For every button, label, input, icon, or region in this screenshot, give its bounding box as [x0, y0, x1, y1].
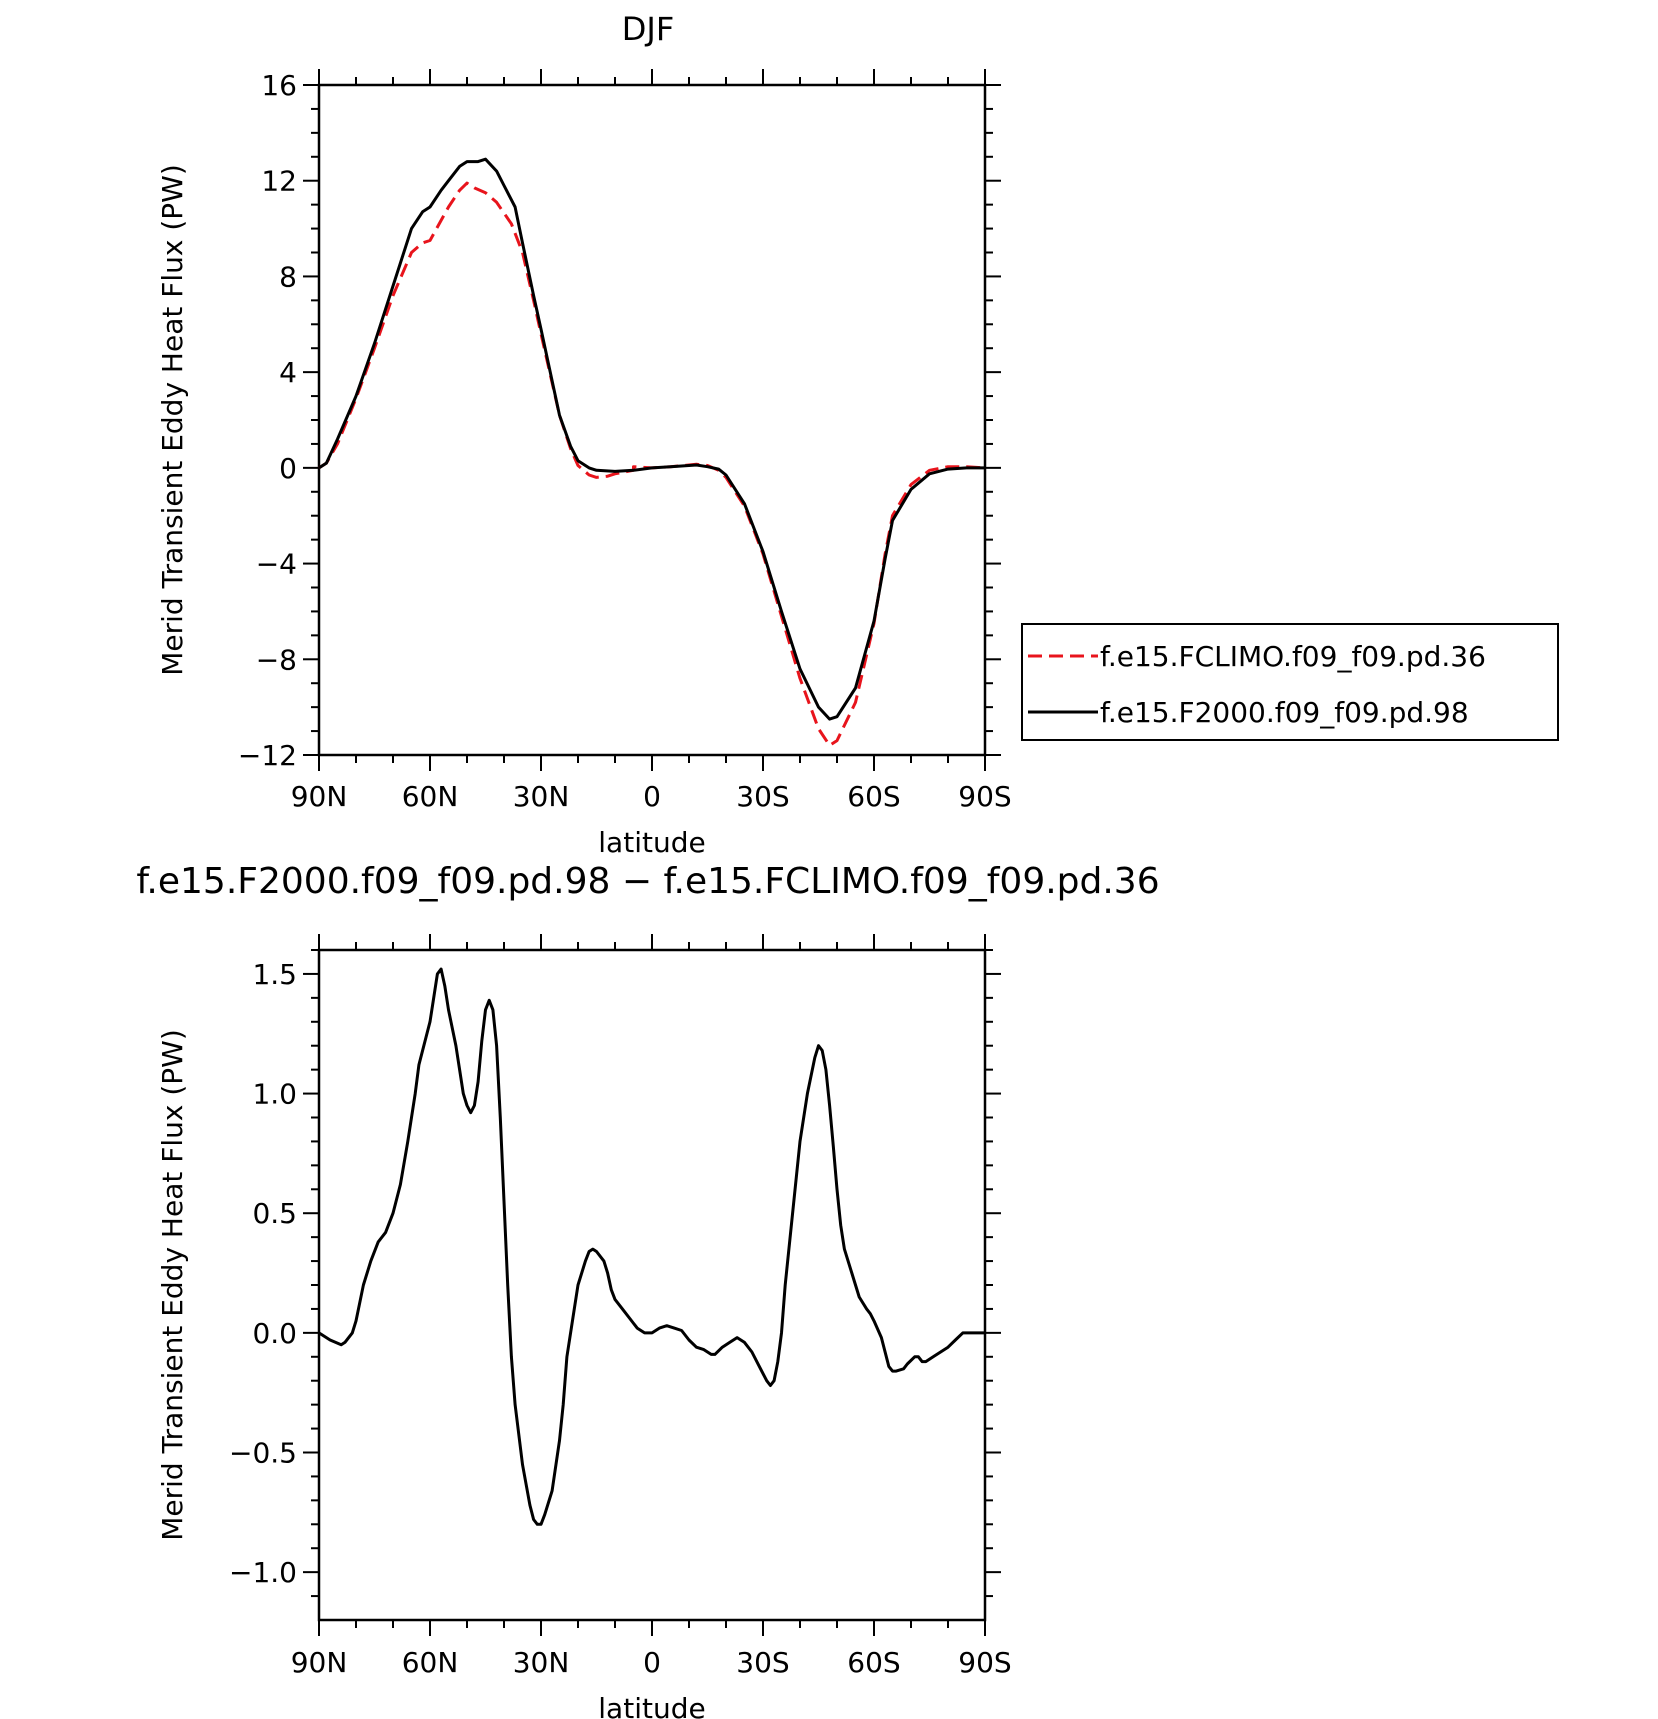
x-tick-label: 30S [736, 780, 789, 813]
panel-djf: DJF 16 12 8 4 0 −4 −8 −12 90N 60N 30N 0 30S 60S 90S lat… [156, 10, 1559, 859]
x-tick-label: 90S [958, 780, 1011, 813]
x-tick-label: 90S [958, 1646, 1011, 1679]
y-tick-label: −1.0 [229, 1556, 297, 1589]
y-tick-label: −4 [256, 548, 297, 581]
x-tick-label: 0 [643, 780, 661, 813]
legend-entry: f.e15.F2000.f09_f09.pd.98 [1100, 696, 1469, 729]
legend-entry: f.e15.FCLIMO.f09_f09.pd.36 [1100, 640, 1486, 673]
y-tick-label: 1.0 [252, 1078, 297, 1111]
x-tick-label: 30S [736, 1646, 789, 1679]
x-axis-title: latitude [598, 1692, 705, 1719]
x-tick-label: 60S [847, 1646, 900, 1679]
x-tick-label: 90N [291, 1646, 348, 1679]
y-tick-label: 12 [261, 165, 297, 198]
y-tick-label: 0.5 [252, 1197, 297, 1230]
legend-box [1021, 623, 1559, 741]
chart-title-difference: f.e15.F2000.f09_f09.pd.98 − f.e15.FCLIMO… [136, 861, 1159, 902]
y-tick-label: −12 [238, 739, 297, 772]
x-tick-label: 30N [513, 1646, 570, 1679]
chart-title-djf: DJF [622, 10, 674, 48]
series-line-1 [318, 967, 985, 1526]
y-axis-title: Merid Transient Eddy Heat Flux (PW) [156, 1029, 189, 1541]
y-tick-label: 0 [279, 452, 297, 485]
y-tick-label: 16 [261, 69, 297, 102]
x-tick-label: 90N [291, 780, 348, 813]
plot-frame [317, 83, 987, 757]
x-tick-label: 60N [402, 780, 459, 813]
x-tick-label: 60S [847, 780, 900, 813]
y-axis-title: Merid Transient Eddy Heat Flux (PW) [156, 164, 189, 676]
series-line-2 [318, 157, 985, 721]
y-tick-label: 1.5 [252, 958, 297, 991]
x-tick-label: 30N [513, 780, 570, 813]
plot-frame [317, 948, 987, 1622]
x-tick-label: 60N [402, 1646, 459, 1679]
y-tick-label: 8 [279, 260, 297, 293]
y-tick-label: 4 [279, 356, 297, 389]
y-tick-label: −0.5 [229, 1437, 297, 1470]
x-tick-label: 0 [643, 1646, 661, 1679]
panel-difference: f.e15.F2000.f09_f09.pd.98 − f.e15.FCLIMO… [136, 861, 1159, 1719]
y-tick-label: −8 [256, 643, 297, 676]
y-tick-label: 0.0 [252, 1317, 297, 1350]
series-line-1 [318, 181, 986, 747]
x-axis-title: latitude [598, 826, 705, 859]
